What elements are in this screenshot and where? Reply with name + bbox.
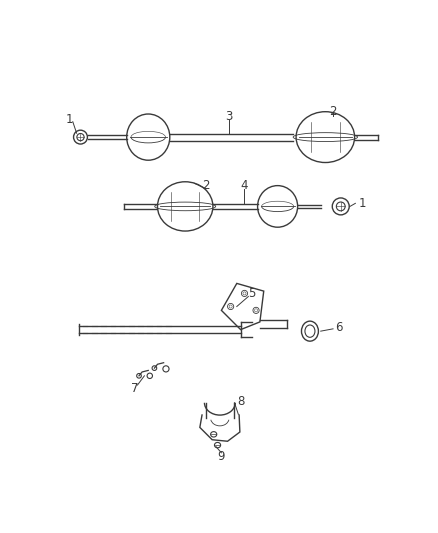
Text: 9: 9 [218,450,225,463]
Text: 2: 2 [329,105,337,118]
Text: 1: 1 [359,197,366,210]
Text: 7: 7 [131,382,138,395]
Text: 2: 2 [202,179,210,192]
Text: 3: 3 [226,110,233,123]
Text: 4: 4 [241,179,248,192]
Text: 1: 1 [66,113,74,126]
Text: 5: 5 [248,287,256,300]
Text: 6: 6 [336,321,343,334]
Text: 8: 8 [237,395,244,408]
